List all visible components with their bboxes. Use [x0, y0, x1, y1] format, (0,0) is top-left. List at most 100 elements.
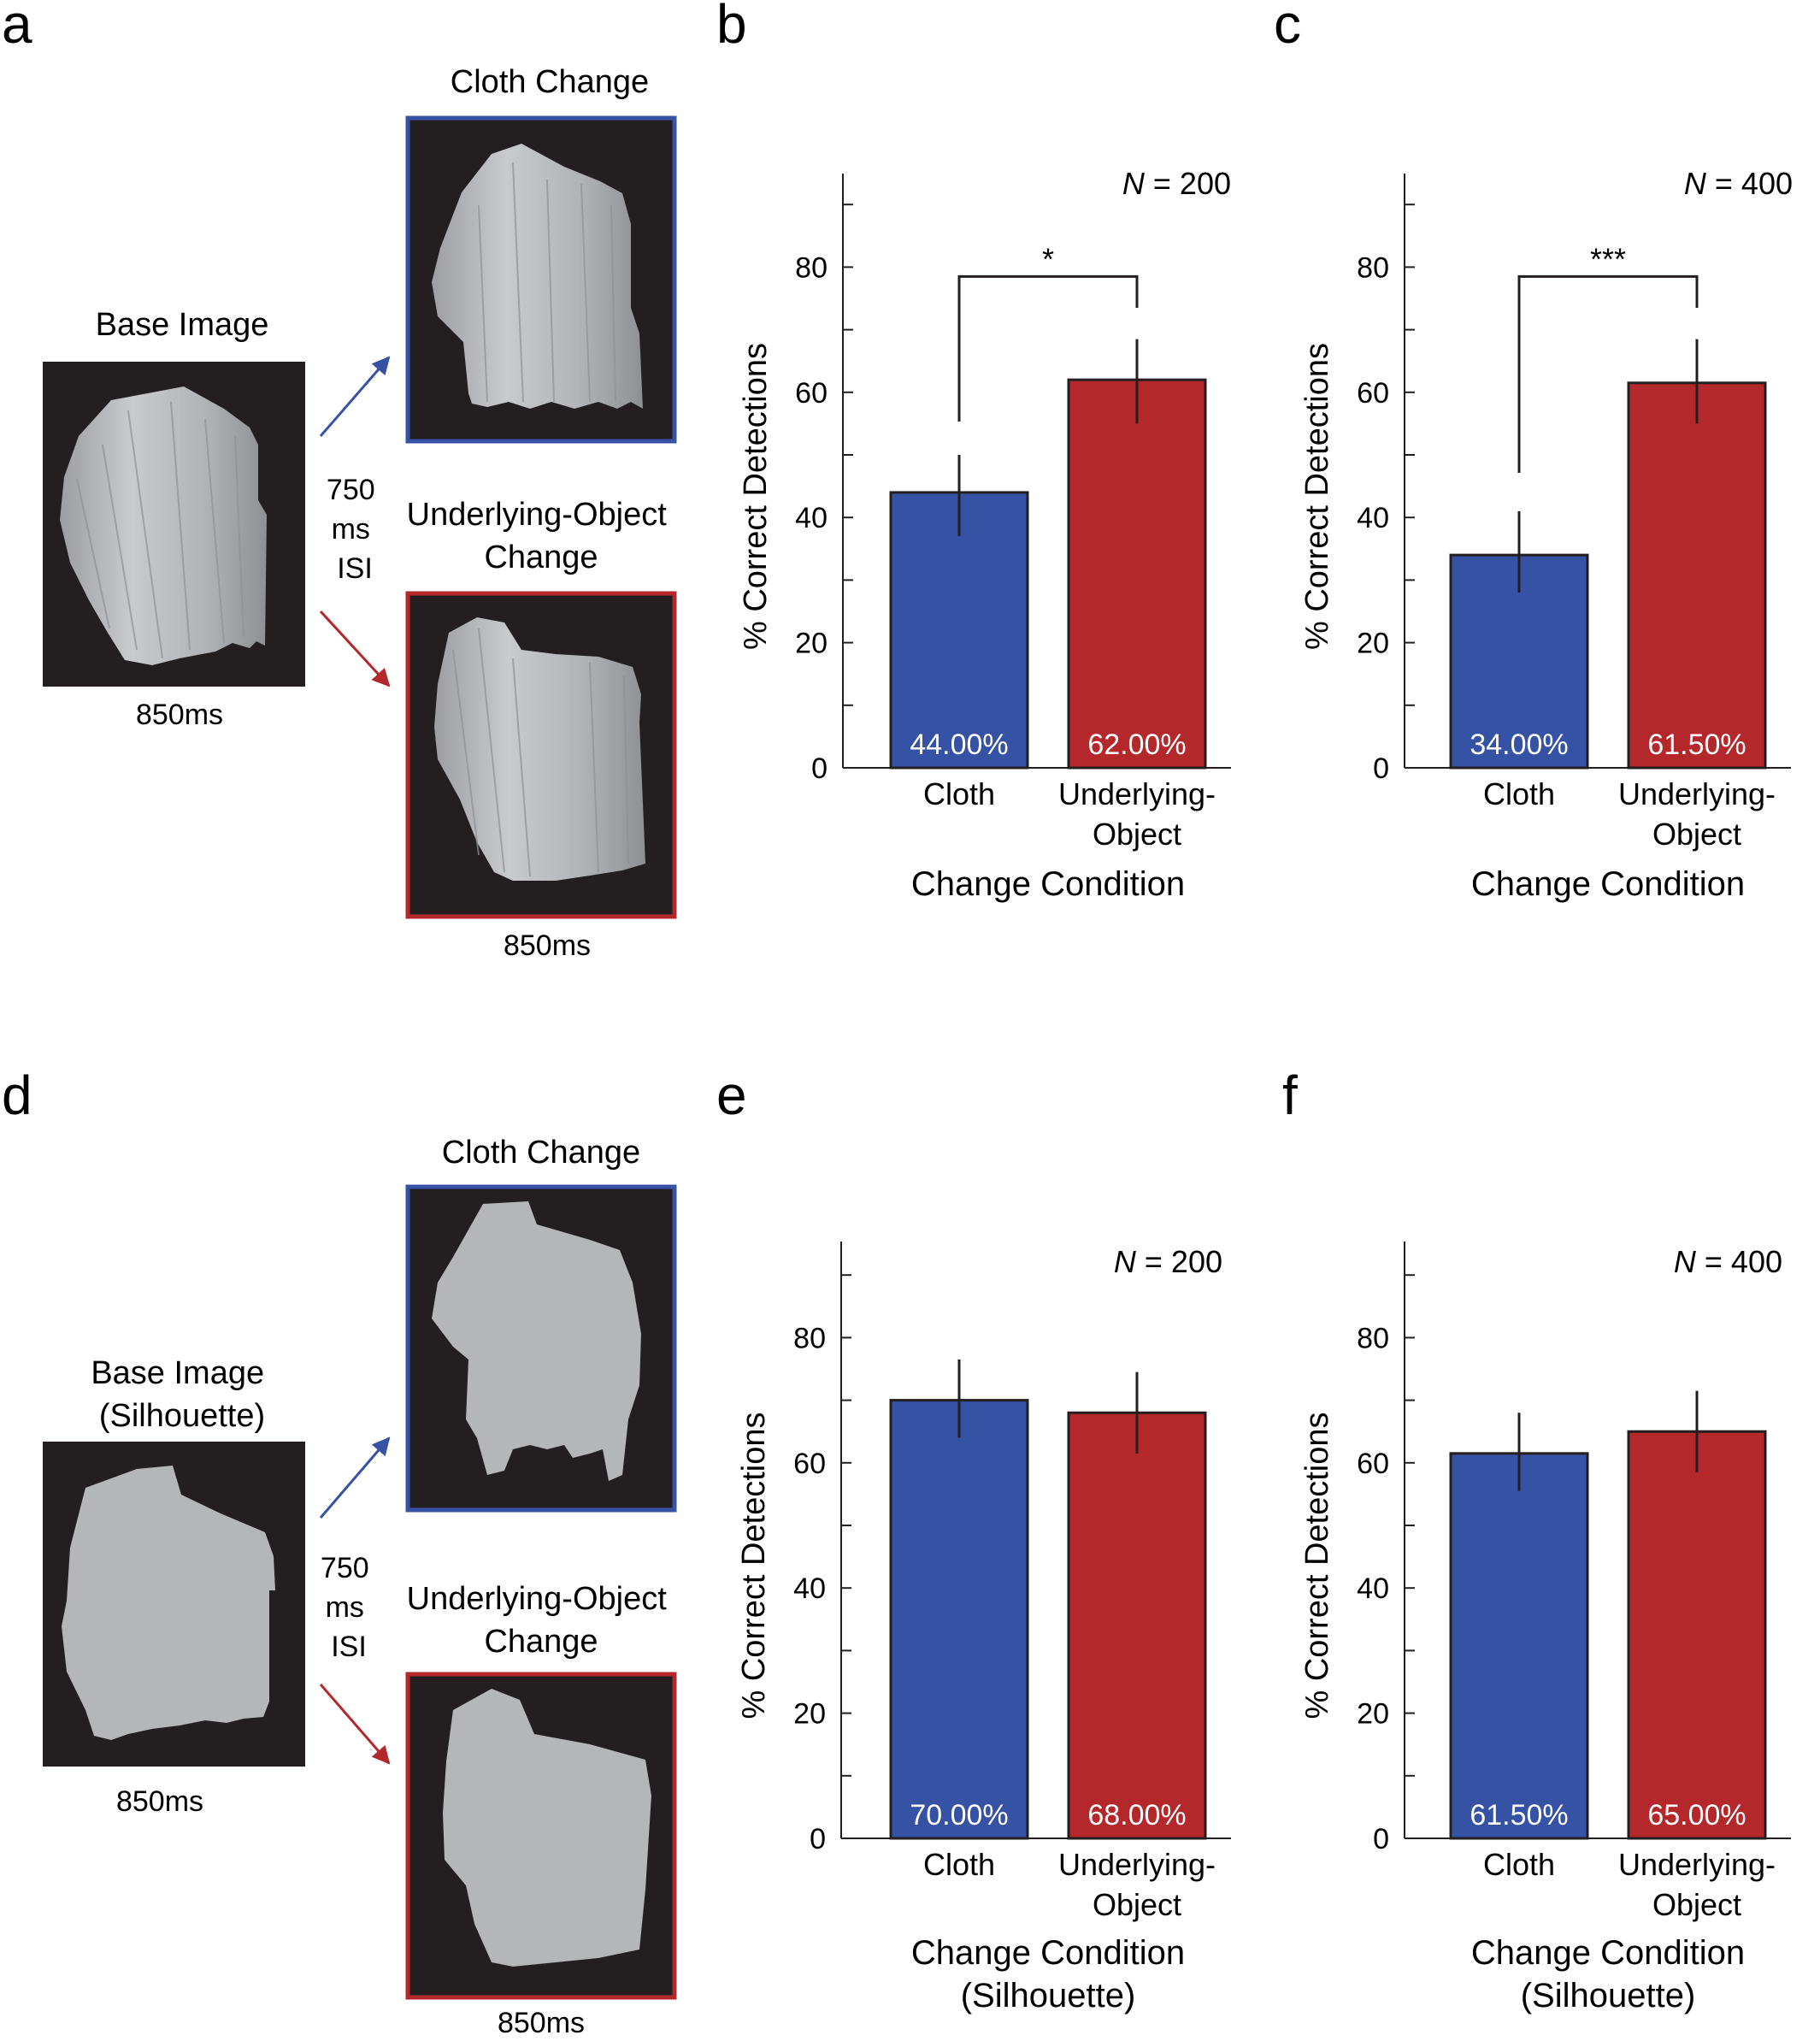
- sample-size-symbol: N: [1114, 1244, 1137, 1279]
- y-tick-label: 80: [1357, 251, 1389, 284]
- bar-value-label: 34.00%: [1470, 729, 1568, 761]
- bar: [889, 1399, 1029, 1840]
- x-tick-label: Underlying-: [1618, 776, 1776, 811]
- silhouette-shape: [432, 1201, 641, 1481]
- sample-size-symbol: N: [1122, 166, 1146, 201]
- base-image-title: Base Image: [96, 307, 269, 343]
- cloth-folds: [452, 628, 629, 877]
- y-tick-label: 60: [793, 1448, 826, 1480]
- charts: b 0 20 40 60 80 % Correct Detections 44.00% Clot…: [716, 0, 1793, 2014]
- y-tick-label: 40: [1357, 502, 1389, 534]
- cloth-change-image: [405, 115, 677, 444]
- isi-line: ISI: [337, 552, 373, 585]
- x-tick-label: Underlying-: [1058, 776, 1216, 811]
- y-tick-label: 40: [1357, 1572, 1389, 1605]
- bar-value-label: 68.00%: [1087, 1799, 1186, 1832]
- changed-duration: 850ms: [504, 929, 591, 962]
- x-tick-label: Cloth: [923, 776, 995, 811]
- x-axis-title: Change Condition: [911, 1934, 1185, 1972]
- sample-size-symbol: N: [1674, 1244, 1697, 1279]
- y-tick-label: 20: [793, 1698, 826, 1731]
- object-change-image: [405, 591, 677, 919]
- isi-line: ISI: [331, 1631, 367, 1663]
- base-silhouette-image: [43, 1442, 305, 1767]
- base-image-title-line: (Silhouette): [99, 1398, 265, 1434]
- y-tick-label: 0: [1373, 1823, 1389, 1855]
- y-tick-label: 60: [1357, 1448, 1389, 1480]
- panel-letter: d: [2, 1065, 32, 1126]
- object-change-silhouette: [405, 1672, 677, 2000]
- base-duration: 850ms: [116, 1785, 203, 1818]
- object-change-title-line: Change: [484, 1624, 598, 1660]
- y-axis-title: % Correct Detections: [736, 1412, 772, 1719]
- significance-bracket: [1517, 274, 1699, 473]
- bar: [1449, 1452, 1589, 1840]
- bar-value-label: 61.50%: [1470, 1799, 1568, 1832]
- bar-value-label: 70.00%: [910, 1799, 1008, 1832]
- y-tick-label: 40: [795, 502, 828, 534]
- y-tick-label: 0: [1373, 752, 1389, 785]
- sample-size-label: N = 400: [1684, 166, 1793, 201]
- y-tick-label: 80: [1357, 1322, 1389, 1354]
- y-axis-title: % Correct Detections: [738, 343, 774, 650]
- y-axis-title: % Correct Detections: [1299, 343, 1335, 650]
- object-change-title: Underlying-Object Change: [407, 497, 676, 575]
- panel-letter: b: [716, 0, 747, 55]
- isi-line: ms: [326, 1591, 364, 1624]
- x-axis-title: (Silhouette): [1521, 1977, 1696, 2014]
- y-tick-label: 80: [795, 251, 828, 284]
- sample-size-symbol: N: [1684, 166, 1707, 201]
- cloth-change-silhouette: [405, 1184, 677, 1513]
- draped-cloth-shape: [434, 617, 645, 881]
- x-tick-label: Cloth: [1483, 1847, 1555, 1882]
- bar: [1067, 1411, 1207, 1840]
- bar-value-label: 65.00%: [1647, 1799, 1746, 1832]
- panel-d: d Base Image (Silhouette) 850ms 750 ms I…: [2, 1065, 677, 2039]
- object-change-title-line: Underlying-Object: [407, 497, 668, 533]
- sample-size-label: N = 400: [1674, 1244, 1782, 1279]
- arrow-to-object-change: [319, 1684, 391, 1765]
- y-tick-label: 20: [795, 628, 828, 660]
- y-axis-title: % Correct Detections: [1299, 1412, 1335, 1719]
- sample-size-value: = 200: [1136, 1244, 1222, 1279]
- significance-marker: *: [1042, 241, 1054, 276]
- isi-line: ms: [332, 513, 370, 546]
- y-tick-label: 60: [795, 377, 828, 410]
- x-tick-label: Object: [1652, 817, 1741, 852]
- sample-size-label: N = 200: [1122, 166, 1231, 201]
- y-tick-label: 40: [793, 1572, 826, 1605]
- significance-bracket: [957, 274, 1139, 422]
- base-image: [43, 362, 305, 687]
- sample-size-value: = 400: [1706, 166, 1793, 201]
- cloth-change-title: Cloth Change: [442, 1135, 640, 1171]
- chart-panel-e: e 0 20 40 60 80 % Correct Detections 70.00% Clot…: [716, 1065, 1231, 2014]
- bar: [1627, 381, 1767, 770]
- y-tick-label: 20: [1357, 1698, 1389, 1731]
- x-tick-label: Underlying-: [1618, 1847, 1776, 1882]
- changed-duration: 850ms: [498, 2007, 585, 2039]
- object-change-title: Underlying-Object Change: [407, 1581, 676, 1660]
- bar: [1067, 378, 1207, 770]
- x-axis-title: Change Condition: [1471, 1934, 1745, 1972]
- x-tick-label: Object: [1093, 1887, 1181, 1922]
- panel-a: a Base Image 850ms 750 ms ISI Cloth Chan…: [2, 0, 677, 962]
- base-duration: 850ms: [136, 699, 223, 731]
- draped-cloth-shape: [60, 386, 267, 665]
- significance-marker: ***: [1590, 241, 1626, 276]
- silhouette-shape: [62, 1466, 275, 1740]
- bar: [889, 491, 1029, 770]
- base-image-title: Base Image (Silhouette): [91, 1355, 273, 1434]
- bar: [1627, 1430, 1767, 1840]
- cloth-folds: [76, 401, 244, 659]
- isi-label: 750 ms ISI: [321, 1552, 377, 1663]
- y-tick-label: 0: [810, 1823, 826, 1855]
- object-change-title-line: Underlying-Object: [407, 1581, 668, 1617]
- isi-line: 750: [321, 1552, 369, 1584]
- sample-size-label: N = 200: [1114, 1244, 1222, 1279]
- panel-letter: f: [1282, 1065, 1298, 1126]
- chart-panel-f: f 0 20 40 60 80 % Correct Detections 61.50% Clot…: [1282, 1065, 1791, 2014]
- arrow-to-cloth-change: [319, 356, 391, 437]
- cloth-folds: [478, 162, 616, 403]
- object-change-title-line: Change: [484, 540, 598, 575]
